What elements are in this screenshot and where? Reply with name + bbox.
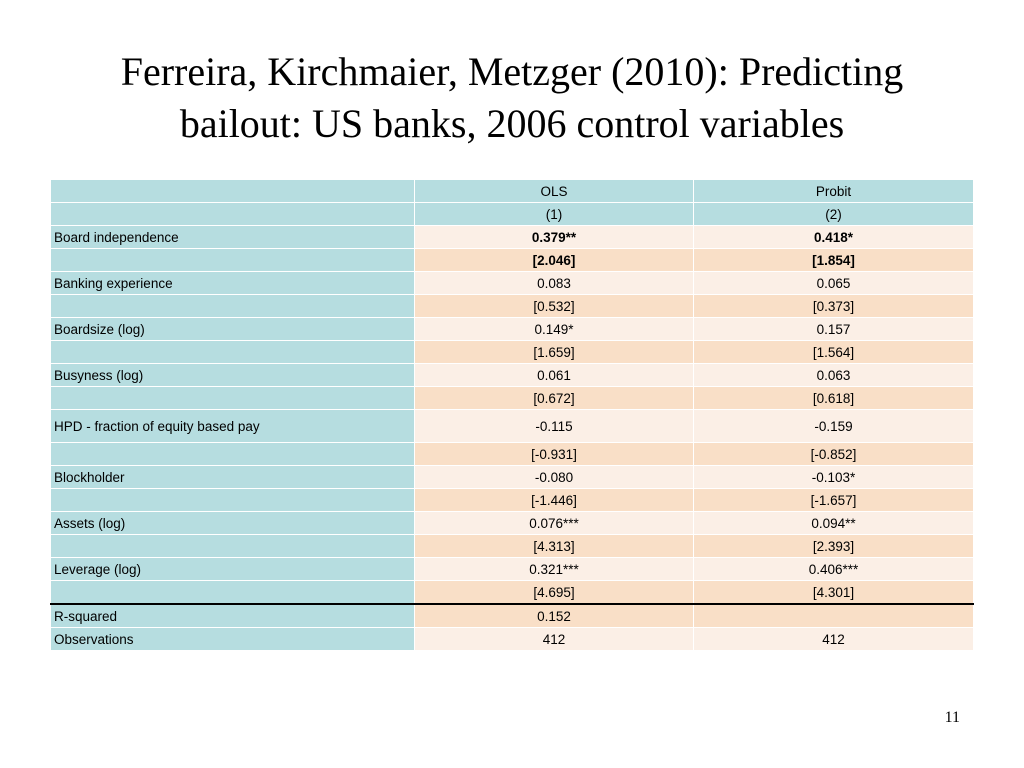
ols-coefficient: 0.076***	[414, 511, 694, 535]
row-label	[50, 534, 415, 558]
ols-t-stat: [-1.446]	[414, 488, 694, 512]
probit-t-stat: [2.393]	[693, 534, 974, 558]
slide-title-line-2: bailout: US banks, 2006 control variable…	[179, 101, 845, 146]
probit-t-stat: [-1.657]	[693, 488, 974, 512]
ols-coefficient: 0.321***	[414, 557, 694, 581]
table-subheader-row: (1) (2)	[50, 202, 974, 226]
ols-coefficient: 0.379**	[414, 225, 694, 249]
ols-coefficient: -0.115	[414, 409, 694, 443]
row-label	[50, 248, 415, 272]
row-label: R-squared	[50, 603, 415, 628]
table-row: [0.672] [0.618]	[50, 386, 974, 410]
regression-table: OLS Probit (1) (2) Board independence 0.…	[50, 179, 974, 651]
ols-coefficient: 0.083	[414, 271, 694, 295]
row-label: Banking experience	[50, 271, 415, 295]
table-row: [4.313] [2.393]	[50, 534, 974, 558]
probit-coefficient: -0.103*	[693, 465, 974, 489]
ols-t-stat: [0.532]	[414, 294, 694, 318]
probit-t-stat: [1.564]	[693, 340, 974, 364]
probit-coefficient: 0.065	[693, 271, 974, 295]
row-label: Observations	[50, 627, 415, 651]
observations-row: Observations 412 412	[50, 627, 974, 651]
slide-title-line-1: Ferreira, Kirchmaier, Metzger (2010): Pr…	[120, 49, 904, 94]
header-ols: OLS	[414, 179, 694, 203]
row-label	[50, 442, 415, 466]
row-label: Boardsize (log)	[50, 317, 415, 341]
row-label: Leverage (log)	[50, 557, 415, 581]
ols-coefficient: 0.061	[414, 363, 694, 387]
row-label	[50, 294, 415, 318]
probit-r-squared	[693, 603, 974, 628]
table-row: Assets (log) 0.076*** 0.094**	[50, 511, 974, 535]
table-row: Busyness (log) 0.061 0.063	[50, 363, 974, 387]
table-header-row: OLS Probit	[50, 179, 974, 203]
ols-t-stat: [4.695]	[414, 580, 694, 605]
row-label	[50, 340, 415, 364]
probit-t-stat: [0.618]	[693, 386, 974, 410]
ols-coefficient: 0.149*	[414, 317, 694, 341]
row-label: HPD - fraction of equity based pay	[50, 409, 415, 443]
row-label	[50, 580, 415, 605]
row-label: Board independence	[50, 225, 415, 249]
table-row: Blockholder -0.080 -0.103*	[50, 465, 974, 489]
ols-t-stat: [1.659]	[414, 340, 694, 364]
table-row: Boardsize (log) 0.149* 0.157	[50, 317, 974, 341]
page-number: 11	[944, 709, 960, 726]
row-label	[50, 386, 415, 410]
header-probit: Probit	[693, 179, 974, 203]
table-row: Leverage (log) 0.321*** 0.406***	[50, 557, 974, 581]
subheader-label-cell	[50, 202, 415, 226]
probit-coefficient: -0.159	[693, 409, 974, 443]
probit-observations: 412	[693, 627, 974, 651]
ols-t-stat: [2.046]	[414, 248, 694, 272]
r-squared-row: R-squared 0.152	[50, 603, 974, 628]
probit-coefficient: 0.157	[693, 317, 974, 341]
table-row: [1.659] [1.564]	[50, 340, 974, 364]
row-label: Blockholder	[50, 465, 415, 489]
table-row: Board independence 0.379** 0.418*	[50, 225, 974, 249]
ols-observations: 412	[414, 627, 694, 651]
probit-t-stat: [4.301]	[693, 580, 974, 605]
header-label-cell	[50, 179, 415, 203]
probit-coefficient: 0.094**	[693, 511, 974, 535]
ols-t-stat: [0.672]	[414, 386, 694, 410]
ols-coefficient: -0.080	[414, 465, 694, 489]
table-row: [-1.446] [-1.657]	[50, 488, 974, 512]
slide-title: Ferreira, Kirchmaier, Metzger (2010): Pr…	[0, 46, 1024, 150]
probit-t-stat: [0.373]	[693, 294, 974, 318]
probit-t-stat: [1.854]	[693, 248, 974, 272]
subheader-col2: (2)	[693, 202, 974, 226]
table-row: [2.046] [1.854]	[50, 248, 974, 272]
probit-coefficient: 0.063	[693, 363, 974, 387]
row-label	[50, 488, 415, 512]
table-row: HPD - fraction of equity based pay -0.11…	[50, 409, 974, 443]
ols-t-stat: [-0.931]	[414, 442, 694, 466]
subheader-col1: (1)	[414, 202, 694, 226]
table-row: [4.695] [4.301]	[50, 580, 974, 605]
probit-coefficient: 0.406***	[693, 557, 974, 581]
table-row: Banking experience 0.083 0.065	[50, 271, 974, 295]
table-row: [0.532] [0.373]	[50, 294, 974, 318]
row-label: Busyness (log)	[50, 363, 415, 387]
ols-r-squared: 0.152	[414, 603, 694, 628]
ols-t-stat: [4.313]	[414, 534, 694, 558]
table-row: [-0.931] [-0.852]	[50, 442, 974, 466]
row-label: Assets (log)	[50, 511, 415, 535]
probit-t-stat: [-0.852]	[693, 442, 974, 466]
probit-coefficient: 0.418*	[693, 225, 974, 249]
